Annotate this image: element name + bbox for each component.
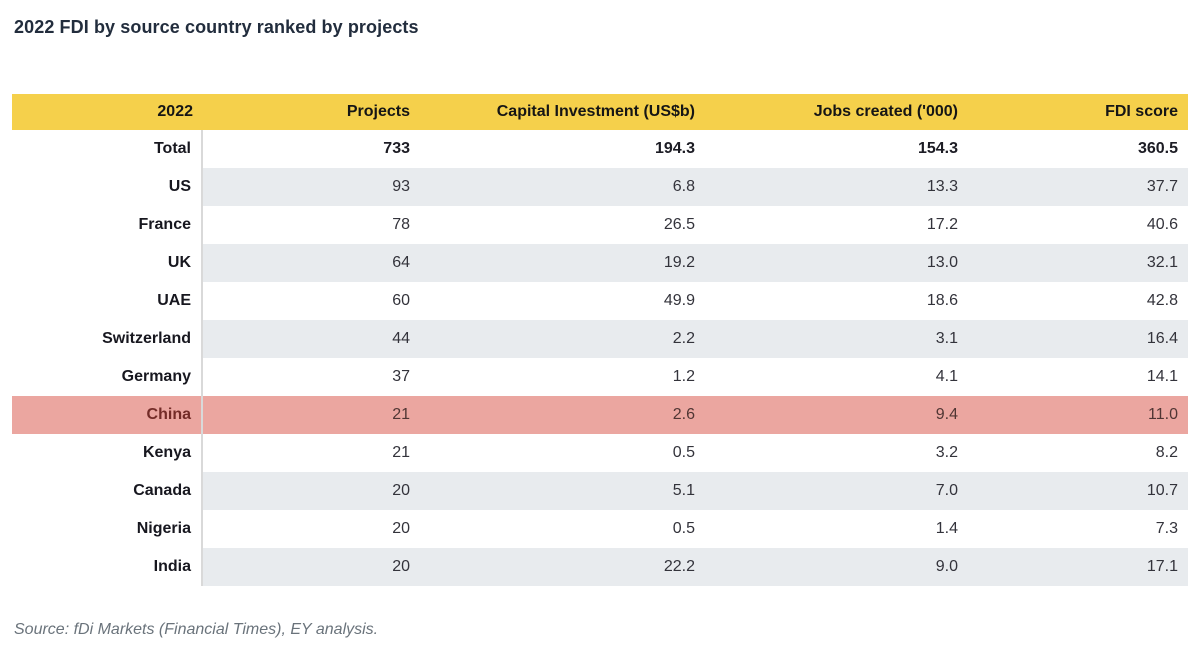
cell-value: 9.4 xyxy=(705,396,968,434)
cell-value: 10.7 xyxy=(968,472,1188,510)
page-title: 2022 FDI by source country ranked by pro… xyxy=(14,17,419,37)
cell-value: 194.3 xyxy=(420,130,705,168)
row-label: UK xyxy=(12,244,203,282)
column-header-0: 2022 xyxy=(12,94,203,130)
cell-value: 37 xyxy=(203,358,420,396)
row-label: Canada xyxy=(12,472,203,510)
row-label: Total xyxy=(12,130,203,168)
cell-value: 0.5 xyxy=(420,434,705,472)
table-row-nigeria: Nigeria 20 0.5 1.4 7.3 xyxy=(12,510,1188,548)
cell-value: 0.5 xyxy=(420,510,705,548)
table-row-india: India 20 22.2 9.0 17.1 xyxy=(12,548,1188,586)
column-header-1: Projects xyxy=(203,94,420,130)
cell-value: 93 xyxy=(203,168,420,206)
row-label: France xyxy=(12,206,203,244)
cell-value: 44 xyxy=(203,320,420,358)
cell-value: 2.6 xyxy=(420,396,705,434)
row-label: Switzerland xyxy=(12,320,203,358)
cell-value: 60 xyxy=(203,282,420,320)
table-row-uk: UK 64 19.2 13.0 32.1 xyxy=(12,244,1188,282)
row-label: Germany xyxy=(12,358,203,396)
column-header-4: FDI score xyxy=(968,94,1188,130)
cell-value: 13.3 xyxy=(705,168,968,206)
cell-value: 17.1 xyxy=(968,548,1188,586)
cell-value: 22.2 xyxy=(420,548,705,586)
table-body: Total 733 194.3 154.3 360.5 US 93 6.8 13.3 37.7 Fr… xyxy=(12,130,1188,586)
cell-value: 21 xyxy=(203,434,420,472)
row-label: India xyxy=(12,548,203,586)
cell-value: 3.1 xyxy=(705,320,968,358)
cell-value: 20 xyxy=(203,510,420,548)
cell-value: 9.0 xyxy=(705,548,968,586)
cell-value: 40.6 xyxy=(968,206,1188,244)
cell-value: 21 xyxy=(203,396,420,434)
cell-value: 19.2 xyxy=(420,244,705,282)
cell-value: 7.3 xyxy=(968,510,1188,548)
cell-value: 7.0 xyxy=(705,472,968,510)
column-header-2: Capital Investment (US$b) xyxy=(420,94,705,130)
table-row-kenya: Kenya 21 0.5 3.2 8.2 xyxy=(12,434,1188,472)
cell-value: 78 xyxy=(203,206,420,244)
table-row-switzerland: Switzerland 44 2.2 3.1 16.4 xyxy=(12,320,1188,358)
table-row-canada: Canada 20 5.1 7.0 10.7 xyxy=(12,472,1188,510)
cell-value: 4.1 xyxy=(705,358,968,396)
row-label: UAE xyxy=(12,282,203,320)
cell-value: 1.4 xyxy=(705,510,968,548)
cell-value: 360.5 xyxy=(968,130,1188,168)
source-note: Source: fDi Markets (Financial Times), E… xyxy=(14,621,379,638)
cell-value: 154.3 xyxy=(705,130,968,168)
table-row-uae: UAE 60 49.9 18.6 42.8 xyxy=(12,282,1188,320)
cell-value: 14.1 xyxy=(968,358,1188,396)
fdi-table: 2022 Projects Capital Investment (US$b) Job… xyxy=(12,94,1188,586)
cell-value: 8.2 xyxy=(968,434,1188,472)
cell-value: 49.9 xyxy=(420,282,705,320)
row-label: China xyxy=(12,396,203,434)
row-label: Kenya xyxy=(12,434,203,472)
cell-value: 5.1 xyxy=(420,472,705,510)
cell-value: 6.8 xyxy=(420,168,705,206)
cell-value: 42.8 xyxy=(968,282,1188,320)
table-row-china: China 21 2.6 9.4 11.0 xyxy=(12,396,1188,434)
row-label: US xyxy=(12,168,203,206)
cell-value: 11.0 xyxy=(968,396,1188,434)
cell-value: 1.2 xyxy=(420,358,705,396)
cell-value: 37.7 xyxy=(968,168,1188,206)
table-row-total: Total 733 194.3 154.3 360.5 xyxy=(12,130,1188,168)
cell-value: 13.0 xyxy=(705,244,968,282)
table-row-germany: Germany 37 1.2 4.1 14.1 xyxy=(12,358,1188,396)
cell-value: 16.4 xyxy=(968,320,1188,358)
column-header-3: Jobs created ('000) xyxy=(705,94,968,130)
cell-value: 20 xyxy=(203,472,420,510)
cell-value: 18.6 xyxy=(705,282,968,320)
cell-value: 32.1 xyxy=(968,244,1188,282)
cell-value: 733 xyxy=(203,130,420,168)
table-row-us: US 93 6.8 13.3 37.7 xyxy=(12,168,1188,206)
cell-value: 64 xyxy=(203,244,420,282)
cell-value: 2.2 xyxy=(420,320,705,358)
cell-value: 20 xyxy=(203,548,420,586)
row-label: Nigeria xyxy=(12,510,203,548)
table-header-row: 2022 Projects Capital Investment (US$b) Job… xyxy=(12,94,1188,130)
cell-value: 26.5 xyxy=(420,206,705,244)
cell-value: 17.2 xyxy=(705,206,968,244)
table-row-france: France 78 26.5 17.2 40.6 xyxy=(12,206,1188,244)
cell-value: 3.2 xyxy=(705,434,968,472)
